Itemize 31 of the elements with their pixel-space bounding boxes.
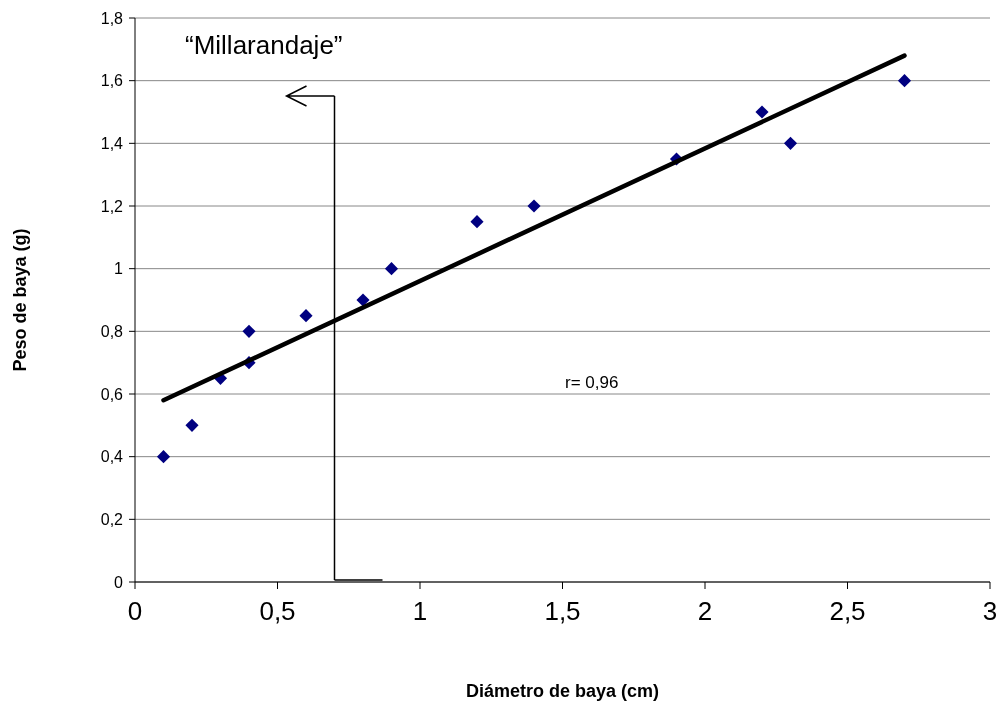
- point: [242, 324, 256, 338]
- y-tick-label: 1,6: [100, 72, 124, 90]
- x-tick-label: 3: [982, 596, 998, 626]
- x-tick-label: 0,5: [259, 596, 296, 626]
- x-axis-title: Diámetro de baya (cm): [465, 681, 660, 701]
- point: [897, 74, 912, 88]
- ref-line-label: “Millarandaje”: [185, 30, 343, 60]
- y-tick-label: 1,8: [100, 9, 124, 27]
- y-tick-label: 0,4: [100, 448, 124, 466]
- x-tick-label: 2: [697, 596, 713, 626]
- point: [470, 215, 484, 229]
- y-tick-label: 0,6: [100, 385, 124, 403]
- y-axis-title: Peso de baya (g): [10, 228, 30, 372]
- point: [156, 450, 171, 464]
- y-tick-label: 0: [114, 573, 124, 591]
- point: [384, 262, 399, 276]
- annotation: r= 0,96: [565, 373, 619, 392]
- x-tick-label: 1: [412, 596, 428, 626]
- point: [755, 105, 769, 119]
- y-tick-label: 1,2: [100, 197, 124, 215]
- y-tick-label: 1: [114, 260, 124, 278]
- point: [527, 199, 541, 213]
- point: [356, 293, 370, 307]
- y-tick-label: 1,4: [100, 134, 124, 152]
- x-tick-label: 1,5: [544, 596, 581, 626]
- point: [299, 309, 313, 323]
- point: [185, 418, 199, 432]
- point: [783, 136, 798, 150]
- x-tick-label: 2,5: [829, 596, 866, 626]
- y-tick-label: 0,2: [100, 510, 124, 528]
- y-tick-label: 0,8: [100, 322, 124, 340]
